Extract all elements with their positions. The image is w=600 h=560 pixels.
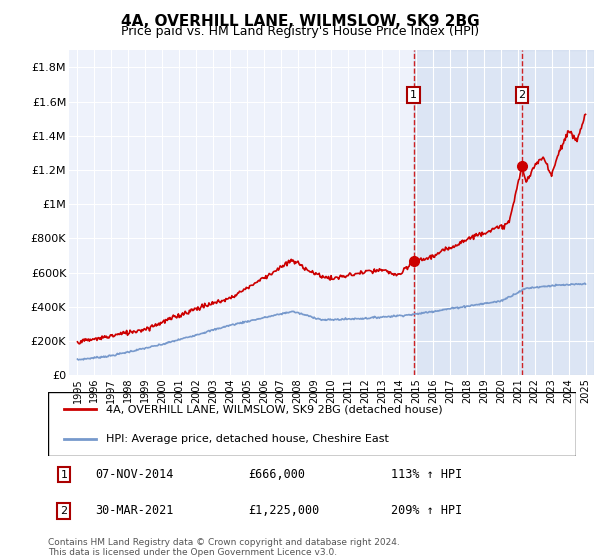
Text: 209% ↑ HPI: 209% ↑ HPI xyxy=(391,505,463,517)
Text: 4A, OVERHILL LANE, WILMSLOW, SK9 2BG: 4A, OVERHILL LANE, WILMSLOW, SK9 2BG xyxy=(121,14,479,29)
Text: 30-MAR-2021: 30-MAR-2021 xyxy=(95,505,174,517)
Text: 1: 1 xyxy=(410,90,417,100)
Text: £1,225,000: £1,225,000 xyxy=(248,505,320,517)
Text: 07-NOV-2014: 07-NOV-2014 xyxy=(95,468,174,481)
Text: Contains HM Land Registry data © Crown copyright and database right 2024.
This d: Contains HM Land Registry data © Crown c… xyxy=(48,538,400,557)
Text: 2: 2 xyxy=(60,506,67,516)
Text: 4A, OVERHILL LANE, WILMSLOW, SK9 2BG (detached house): 4A, OVERHILL LANE, WILMSLOW, SK9 2BG (de… xyxy=(106,404,443,414)
Text: HPI: Average price, detached house, Cheshire East: HPI: Average price, detached house, Ches… xyxy=(106,434,389,444)
Text: 1: 1 xyxy=(61,470,67,479)
Text: £666,000: £666,000 xyxy=(248,468,305,481)
Bar xyxy=(413,50,594,375)
Text: 2: 2 xyxy=(518,90,526,100)
Text: 113% ↑ HPI: 113% ↑ HPI xyxy=(391,468,463,481)
Text: Price paid vs. HM Land Registry's House Price Index (HPI): Price paid vs. HM Land Registry's House … xyxy=(121,25,479,38)
